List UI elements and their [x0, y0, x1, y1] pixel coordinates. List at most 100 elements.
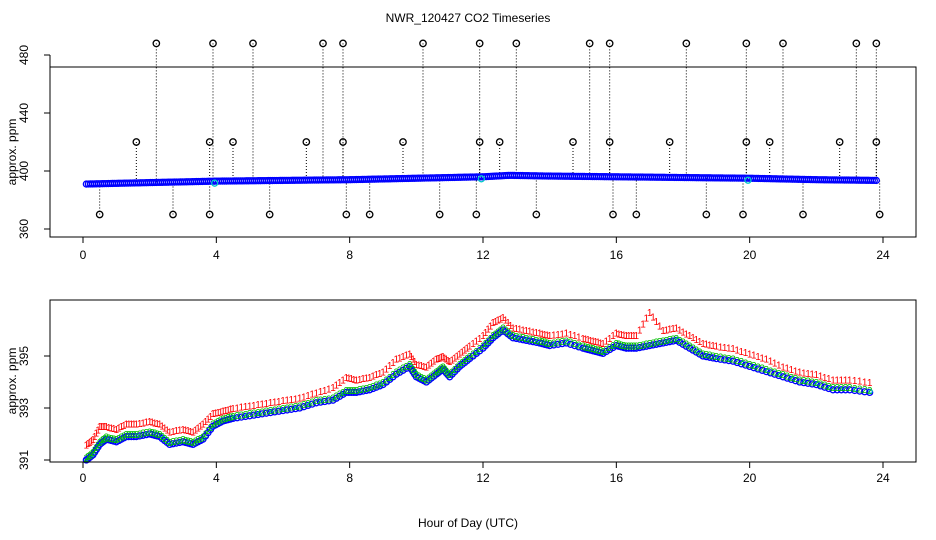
panel-bottom-point-o — [639, 343, 647, 351]
panel-bottom-point-2: 2 — [305, 399, 311, 410]
panel-bottom-point-2: 2 — [205, 426, 211, 437]
panel-bottom-point-1: 1 — [539, 329, 545, 340]
panel-bottom-point-2: 2 — [193, 437, 199, 448]
panel-bottom-point-2: 2 — [437, 365, 443, 376]
panel-bottom-point-1: 1 — [140, 418, 146, 429]
panel-bottom-point-1: 1 — [404, 351, 410, 362]
panel-bottom-point-o — [266, 408, 275, 417]
panel-bottom-point-2: 2 — [710, 351, 716, 362]
panel-bottom-point-1: 1 — [289, 395, 295, 406]
panel-bottom-point-2: 2 — [177, 436, 183, 447]
panel-bottom-point-1: 1 — [590, 336, 596, 347]
panel-bottom-point-inner — [440, 367, 445, 372]
panel-bottom-point-2: 2 — [493, 329, 499, 340]
panel-bottom-point-1: 1 — [498, 314, 504, 325]
panel-top-outlier-high — [872, 39, 881, 48]
panel-bottom-point-1: 1 — [360, 374, 366, 385]
panel-bottom-point-1: 1 — [624, 331, 630, 342]
panel-bottom-point-1: 1 — [326, 385, 332, 396]
panel-bottom-point-1: 1 — [759, 353, 765, 364]
panel-bottom-point-2: 2 — [510, 331, 516, 342]
panel-bottom-point-2: 2 — [610, 341, 616, 352]
panel-bottom-point-o — [169, 440, 177, 448]
panel-bottom-point-1: 1 — [284, 396, 290, 407]
panel-bottom-point-o — [787, 375, 795, 384]
panel-bottom-point-2: 2 — [772, 368, 778, 379]
panel-bottom-point-1: 1 — [131, 420, 137, 431]
panel-bottom-point-1: 1 — [629, 331, 635, 342]
panel-bottom-point-2: 2 — [357, 385, 363, 396]
panel-bottom-point-2: 2 — [588, 344, 594, 355]
panel-bottom-point-2: 2 — [444, 366, 450, 377]
panel-bottom-point-1: 1 — [503, 316, 509, 327]
panel-bottom-point-1: 1 — [129, 420, 135, 431]
panel-bottom-point-2: 2 — [152, 429, 158, 440]
panel-bottom-point-1: 1 — [337, 378, 343, 389]
panel-bottom-point-1: 1 — [593, 337, 599, 348]
panel-bottom-point-2: 2 — [170, 437, 176, 448]
panel-bottom-point-2: 2 — [839, 383, 845, 394]
panel-bottom-point-2: 2 — [743, 359, 749, 370]
panel-bottom-point-1: 1 — [119, 422, 125, 433]
panel-bottom-point-2: 2 — [598, 346, 604, 357]
panel-bottom-point-2: 2 — [419, 373, 425, 384]
panel-bottom-points: 2222222222222222222222222222222222222222… — [82, 308, 874, 464]
panel-bottom-point-o — [512, 334, 520, 343]
panel-bottom-point-1: 1 — [268, 398, 274, 409]
panel-bottom-point-o — [622, 344, 630, 352]
panel-bottom-point-2: 2 — [276, 405, 282, 416]
panel-bottom-point-2: 2 — [784, 372, 790, 383]
panel-bottom-point-1: 1 — [134, 420, 140, 431]
panel-bottom-point-1: 1 — [387, 361, 393, 372]
panel-bottom-point-o — [721, 356, 729, 364]
panel-bottom-point-1: 1 — [431, 357, 437, 368]
panel-bottom-point-2: 2 — [704, 350, 710, 361]
panel-bottom-point-o — [554, 340, 562, 348]
panel-bottom-point-inner — [209, 426, 214, 431]
panel-bottom-point-1: 1 — [367, 373, 373, 384]
panel-bottom-point-1: 1 — [857, 377, 863, 388]
panel-bottom-point-1: 1 — [444, 355, 450, 366]
panel-bottom-point-1: 1 — [251, 401, 257, 412]
panel-bottom-point-inner — [413, 371, 418, 376]
panel-top-outlier-mid — [229, 138, 237, 146]
panel-bottom-point-1: 1 — [349, 374, 355, 385]
panel-bottom-point-2: 2 — [200, 433, 206, 444]
panel-bottom-point-o — [558, 339, 566, 348]
panel-bottom-point-2: 2 — [654, 338, 660, 349]
panel-bottom-y-tick-label: 395 — [17, 346, 31, 366]
panel-bottom-point-o — [376, 382, 384, 390]
panel-bottom-point-2: 2 — [203, 429, 209, 440]
panel-bottom-point-2: 2 — [87, 451, 93, 462]
panel-bottom-point-1: 1 — [464, 344, 470, 355]
panel-bottom-point-1: 1 — [247, 401, 253, 412]
panel-bottom-point-2: 2 — [185, 437, 191, 448]
panel-bottom-point-o — [300, 403, 308, 411]
panel-bottom-point-2: 2 — [140, 429, 146, 440]
panel-bottom-point-o — [746, 362, 754, 371]
panel-bottom-point-2: 2 — [190, 438, 196, 449]
panel-bottom-point-1: 1 — [109, 424, 115, 435]
panel-bottom-point-2: 2 — [485, 336, 491, 347]
panel-bottom-point-1: 1 — [384, 364, 390, 375]
panel-bottom-point-2: 2 — [694, 346, 700, 357]
panel-top-outlier-high — [585, 39, 594, 48]
panel-bottom-point-1: 1 — [755, 352, 761, 363]
panel-bottom-point-2: 2 — [280, 404, 286, 415]
panel-bottom-point-1: 1 — [193, 425, 199, 436]
panel-bottom-point-2: 2 — [394, 368, 400, 379]
panel-bottom-point-o — [125, 432, 133, 441]
panel-top-outlier-high — [605, 39, 614, 48]
panel-bottom-point-2: 2 — [547, 339, 553, 350]
panel-bottom-point-2: 2 — [198, 434, 204, 445]
panel-bottom-point-2: 2 — [124, 430, 130, 441]
panel-bottom-point-2: 2 — [215, 417, 221, 428]
panel-bottom-point-1: 1 — [424, 362, 430, 373]
panel-top-outlier-low — [609, 210, 617, 219]
panel-bottom-point-1: 1 — [198, 422, 204, 433]
panel-bottom-point-1: 1 — [344, 373, 350, 384]
panel-bottom-point-2: 2 — [289, 403, 295, 414]
panel-bottom-point-2: 2 — [384, 375, 390, 386]
panel-bottom-point-2: 2 — [755, 362, 761, 373]
